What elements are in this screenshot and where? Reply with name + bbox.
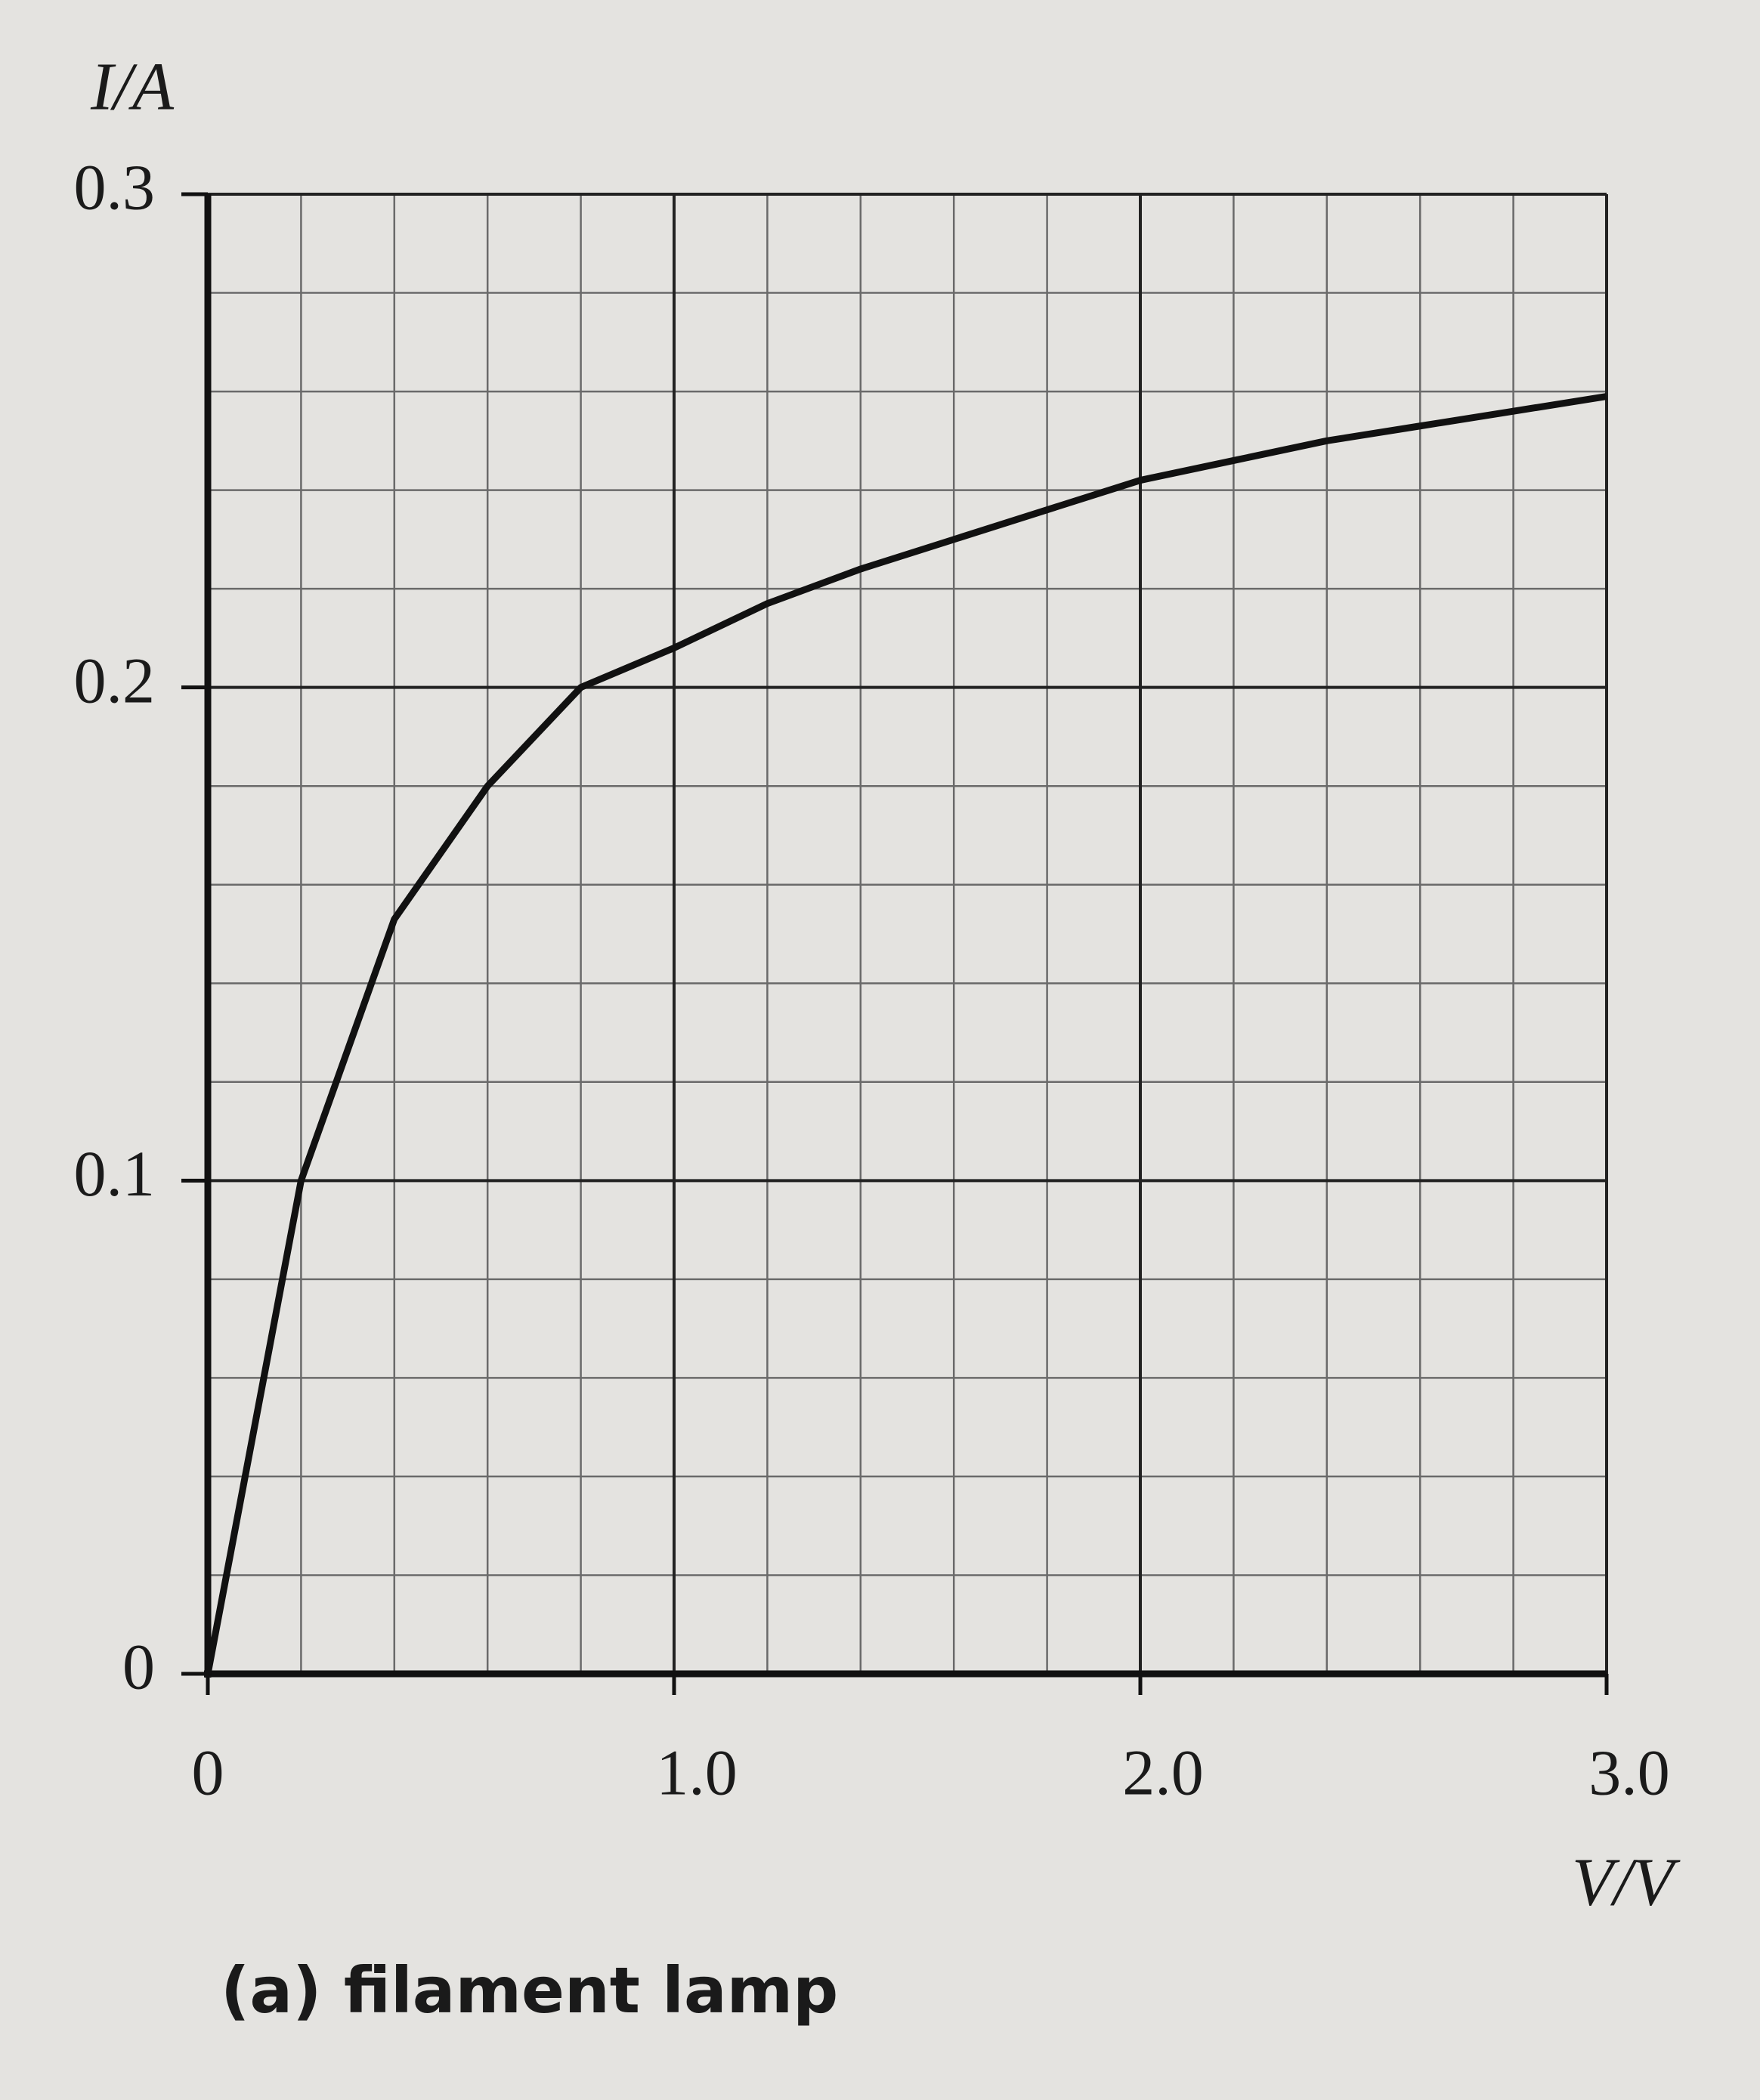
x-tick-label: 3.0 — [1588, 1737, 1670, 1809]
data-line — [204, 393, 1607, 1675]
y-axis-label: I/A — [90, 50, 175, 125]
x-tick-label: 1.0 — [656, 1737, 738, 1809]
y-tick-label: 0.3 — [74, 151, 156, 224]
x-tick-label: 2.0 — [1122, 1737, 1204, 1809]
y-tick-label: 0 — [122, 1631, 155, 1703]
caption: (a) filament lamp — [221, 1953, 838, 2027]
x-axis-label: V/V — [1572, 1845, 1681, 1920]
y-tick-label: 0.1 — [74, 1137, 156, 1210]
y-tick-label: 0.2 — [74, 644, 156, 716]
x-tick-label: 0 — [192, 1737, 224, 1809]
